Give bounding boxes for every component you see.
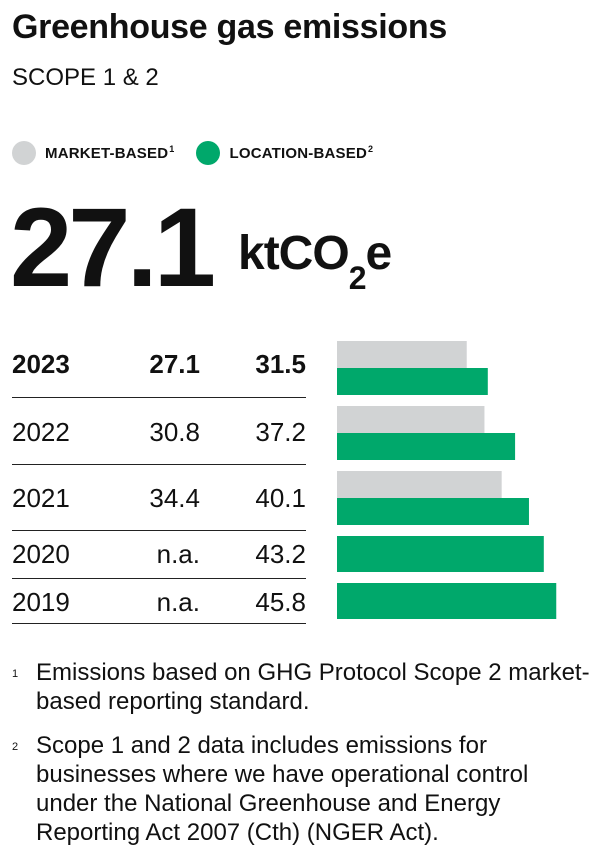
row-location-value: 31.5 [255, 349, 306, 379]
footnote-number: 1 [12, 668, 19, 680]
row-divider [12, 397, 306, 398]
row-year: 2022 [12, 417, 70, 447]
bar-market-based-2021 [337, 471, 502, 498]
row-location-value: 37.2 [255, 417, 306, 447]
legend-label-location-based: LOCATION-BASED [229, 145, 367, 162]
bar-market-based-2023 [337, 341, 467, 368]
row-divider [12, 578, 306, 579]
footnote-text: Emissions based on GHG Protocol Scope 2 … [36, 659, 590, 715]
footnote-number: 2 [12, 741, 19, 753]
legend-footnote-ref-2: 2 [367, 144, 374, 154]
chart-legend: MARKET-BASED1 LOCATION-BASED2 [12, 140, 395, 166]
bar-location-based-2021 [337, 498, 529, 525]
bar-location-based-2023 [337, 368, 488, 395]
bar-location-based-2019 [337, 583, 557, 619]
row-location-value: 43.2 [255, 539, 306, 569]
row-divider [12, 530, 306, 531]
page-title: Greenhouse gas emissions [12, 8, 447, 46]
headline-unit: ktCO2e [238, 226, 392, 296]
row-market-value: 27.1 [149, 349, 200, 379]
row-market-value: n.a. [156, 539, 200, 569]
row-year: 2023 [12, 349, 70, 379]
row-year: 2019 [12, 587, 70, 617]
row-location-value: 45.8 [255, 587, 306, 617]
bar-location-based-2022 [337, 433, 516, 460]
row-market-value: 34.4 [149, 483, 200, 513]
legend-label-market-based: MARKET-BASED [45, 145, 169, 162]
headline-unit-suffix: e [365, 227, 392, 280]
bar-location-based-2020 [337, 536, 544, 572]
row-divider [12, 464, 306, 465]
row-market-value: n.a. [156, 587, 200, 617]
headline-unit-prefix: ktCO [238, 227, 350, 280]
page-subtitle: SCOPE 1 & 2 [12, 64, 159, 91]
legend-item-market-based: MARKET-BASED1 [12, 141, 174, 165]
headline-unit-subscript: 2 [348, 260, 367, 296]
row-divider [12, 623, 306, 624]
bar-market-based-2022 [337, 406, 485, 433]
row-year: 2021 [12, 483, 70, 513]
footnote-text: Scope 1 and 2 data includes emissions fo… [36, 732, 529, 846]
legend-item-location-based: LOCATION-BASED2 [196, 141, 373, 165]
row-location-value: 40.1 [255, 483, 306, 513]
legend-footnote-ref-1: 1 [169, 144, 175, 154]
row-year: 2020 [12, 539, 70, 569]
legend-swatch-location-based [196, 141, 221, 165]
row-market-value: 30.8 [149, 417, 200, 447]
legend-swatch-market-based [12, 141, 36, 165]
headline-value: 27.1 [10, 185, 216, 310]
